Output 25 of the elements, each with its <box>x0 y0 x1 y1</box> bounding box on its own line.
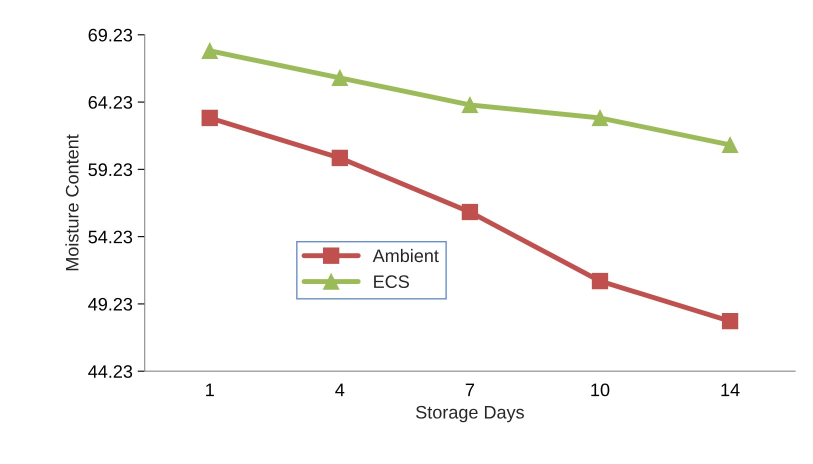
point <box>462 96 478 114</box>
y-tick-label: 49.23 <box>88 298 132 311</box>
y-tick-label: 64.23 <box>88 96 132 109</box>
point <box>332 70 348 86</box>
point <box>722 312 738 330</box>
x-tick-label: 10 <box>591 383 610 396</box>
point <box>592 110 608 126</box>
y-axis-title: Moisture Content <box>65 134 79 270</box>
y-tick-label: 69.23 <box>88 28 132 42</box>
legend-label: ECS <box>374 275 409 288</box>
x-tick-label: 1 <box>206 384 214 396</box>
x-tick-label: 14 <box>721 384 740 396</box>
point <box>332 150 348 166</box>
point <box>722 136 738 154</box>
x-tick-label: 7 <box>466 384 474 396</box>
point <box>592 272 608 290</box>
x-tick-label: 4 <box>335 384 344 396</box>
point <box>202 110 218 126</box>
x-axis-title: Storage Days <box>416 406 524 422</box>
y-tick-label: 59.23 <box>88 163 132 176</box>
y-tick-label: 54.23 <box>88 230 132 244</box>
legend-label: Ambient <box>372 248 439 262</box>
y-tick-label: 44.23 <box>88 365 132 378</box>
point <box>462 204 478 220</box>
point <box>202 42 218 59</box>
